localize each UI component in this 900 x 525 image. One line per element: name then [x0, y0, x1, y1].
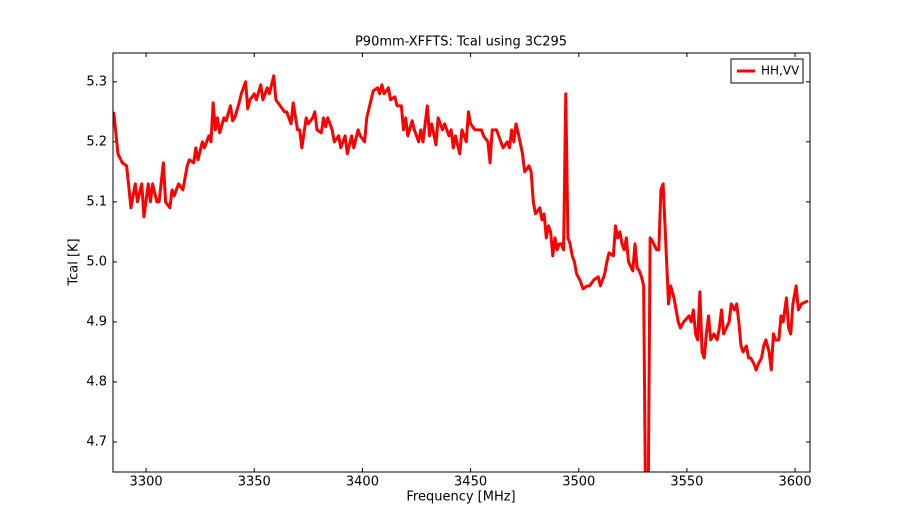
y-tick-label: 5.2: [86, 134, 107, 149]
chart-title: P90mm-XFFTS: Tcal using 3C295: [355, 35, 567, 50]
y-tick-label: 5.3: [86, 74, 107, 89]
y-tick-label: 5.1: [86, 194, 107, 209]
plot-frame: [112, 52, 811, 473]
y-tick-label: 4.7: [86, 434, 107, 449]
x-axis-label: Frequency [MHz]: [406, 490, 515, 505]
x-tick-label: 3500: [562, 475, 595, 490]
x-tick-label: 3300: [130, 475, 163, 490]
legend-label: HH,VV: [761, 64, 800, 78]
x-tick-label: 3350: [238, 475, 271, 490]
y-tick-label: 4.8: [86, 374, 107, 389]
data-line: [113, 74, 809, 472]
y-axis-label: Tcal [K]: [67, 238, 82, 286]
x-tick-label: 3450: [454, 475, 487, 490]
x-tick-label: 3600: [779, 475, 812, 490]
x-tick-label: 3550: [670, 475, 703, 490]
x-tick-label: 3400: [346, 475, 379, 490]
y-tick-label: 5.0: [86, 254, 107, 269]
y-tick-label: 4.9: [86, 314, 107, 329]
